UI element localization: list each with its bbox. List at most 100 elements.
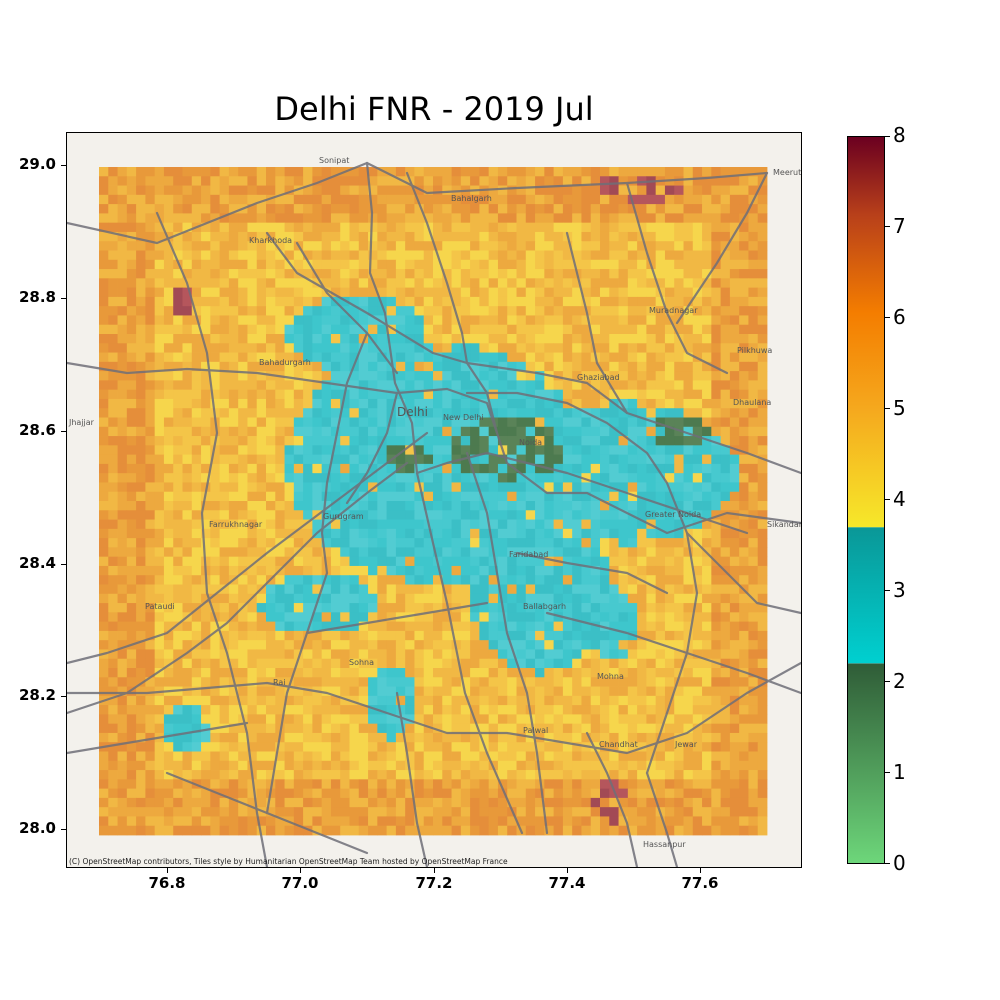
raster-cell — [627, 269, 638, 279]
raster-cell — [99, 732, 109, 743]
raster-cell — [479, 528, 490, 539]
raster-cell — [405, 473, 415, 483]
raster-cell — [590, 556, 601, 567]
raster-cell — [757, 306, 768, 316]
raster-cell — [238, 185, 248, 196]
raster-cell — [99, 751, 109, 762]
raster-cell — [433, 593, 443, 604]
raster-cell — [219, 603, 230, 613]
raster-cell — [618, 603, 629, 613]
raster-cell — [349, 408, 360, 418]
raster-cell — [275, 621, 285, 632]
raster-cell — [442, 408, 452, 418]
raster-cell — [535, 371, 545, 381]
raster-cell — [395, 510, 406, 520]
raster-cell — [238, 751, 248, 762]
raster-cell — [247, 463, 258, 474]
raster-cell — [451, 380, 462, 391]
raster-cell — [163, 213, 174, 224]
raster-cell — [154, 779, 165, 790]
raster-cell — [581, 436, 592, 446]
raster-cell — [488, 501, 499, 511]
raster-cell — [256, 658, 267, 669]
raster-cell — [349, 473, 360, 483]
raster-cell — [507, 176, 517, 186]
raster-cell — [136, 473, 146, 483]
raster-cell — [683, 779, 694, 790]
raster-cell — [655, 732, 666, 743]
raster-cell — [321, 760, 332, 771]
raster-cell — [414, 538, 425, 548]
raster-cell — [479, 426, 490, 437]
raster-cell — [182, 575, 193, 585]
fnr-map[interactable]: Sonipat Bahadurgarh Delhi New Delhi Noid… — [67, 133, 801, 867]
raster-cell — [275, 176, 285, 186]
raster-cell — [739, 454, 749, 465]
raster-cell — [99, 770, 109, 780]
raster-cell — [349, 222, 360, 233]
raster-cell — [377, 695, 388, 706]
raster-cell — [674, 575, 684, 585]
raster-cell — [340, 213, 350, 224]
raster-cell — [572, 445, 582, 456]
raster-cell — [562, 649, 573, 660]
raster-cell — [702, 686, 712, 697]
raster-cell — [562, 426, 573, 437]
raster-cell — [284, 324, 295, 335]
raster-cell — [470, 686, 480, 697]
raster-cell — [108, 436, 118, 446]
raster-cell — [683, 575, 694, 585]
raster-cell — [720, 473, 731, 483]
raster-cell — [312, 797, 323, 808]
raster-cell — [312, 770, 323, 780]
raster-cell — [442, 287, 452, 298]
raster-cell — [590, 398, 601, 409]
raster-cell — [553, 250, 564, 261]
raster-cell — [664, 213, 675, 224]
raster-cell — [562, 723, 573, 734]
raster-cell — [377, 389, 388, 400]
raster-cell — [637, 797, 647, 808]
raster-cell — [340, 185, 350, 196]
raster-cell — [145, 658, 156, 669]
raster-cell — [275, 436, 285, 446]
raster-cell — [544, 482, 555, 493]
raster-cell — [692, 742, 703, 752]
raster-cell — [395, 213, 406, 224]
raster-cell — [451, 204, 462, 214]
raster-cell — [748, 371, 759, 381]
raster-cell — [321, 250, 332, 261]
raster-cell — [692, 788, 703, 799]
raster-cell — [618, 528, 629, 539]
map-panel[interactable]: Sonipat Bahadurgarh Delhi New Delhi Noid… — [66, 132, 802, 868]
raster-cell — [479, 296, 490, 307]
raster-cell — [275, 770, 285, 780]
raster-cell — [507, 770, 517, 780]
raster-cell — [256, 538, 267, 548]
raster-cell — [228, 658, 239, 669]
raster-cell — [201, 807, 211, 817]
raster-cell — [405, 714, 415, 725]
raster-cell — [321, 398, 332, 409]
raster-cell — [247, 751, 258, 762]
raster-cell — [572, 204, 582, 214]
raster-cell — [266, 797, 276, 808]
raster-cell — [692, 259, 703, 270]
raster-cell — [414, 426, 425, 437]
raster-cell — [433, 194, 443, 205]
raster-cell — [497, 436, 508, 446]
raster-cell — [275, 361, 285, 372]
raster-cell — [247, 269, 258, 279]
raster-cell — [488, 371, 499, 381]
raster-cell — [349, 705, 360, 715]
raster-cell — [720, 575, 731, 585]
raster-cell — [395, 630, 406, 641]
raster-cell — [488, 742, 499, 752]
raster-cell — [377, 473, 388, 483]
raster-cell — [321, 324, 332, 335]
raster-cell — [600, 296, 610, 307]
raster-cell — [423, 770, 434, 780]
raster-cell — [600, 547, 610, 558]
raster-cell — [664, 306, 675, 316]
raster-cell — [711, 398, 722, 409]
